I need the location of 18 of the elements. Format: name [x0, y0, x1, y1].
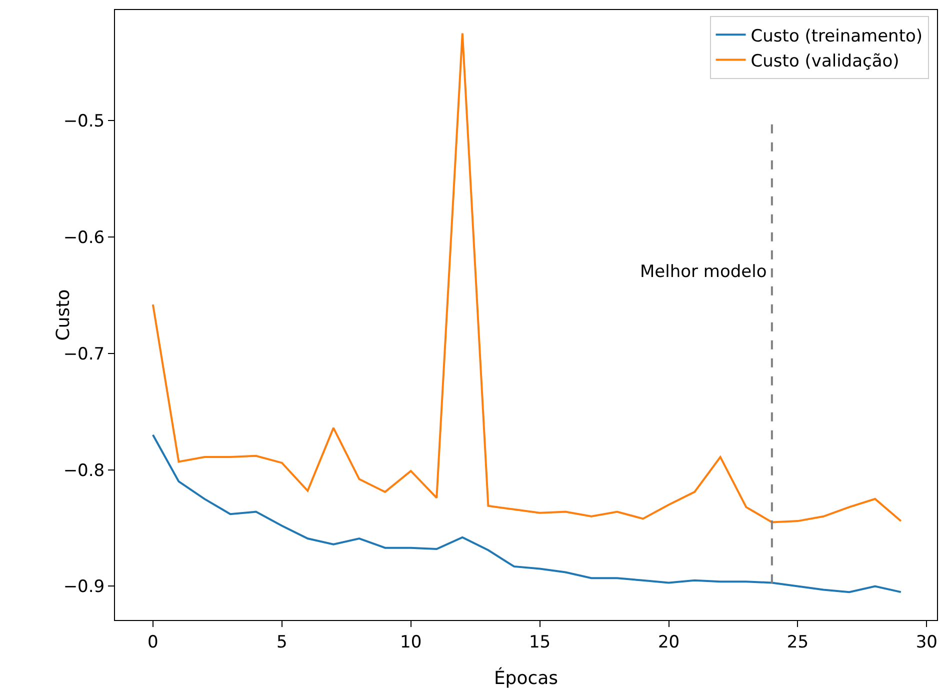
- y-tick-label: −0.6: [63, 228, 105, 248]
- y-tick-label: −0.7: [63, 344, 105, 364]
- legend-label: Custo (validação): [750, 51, 900, 72]
- x-tick-label: 20: [658, 632, 680, 652]
- x-axis-title: Épocas: [494, 667, 558, 689]
- line-series: [152, 434, 902, 594]
- y-axis-title: Custo: [53, 289, 74, 341]
- x-tick-label: 5: [276, 632, 288, 652]
- y-tick-label: −0.5: [63, 112, 105, 132]
- y-tick-label: −0.9: [63, 577, 105, 598]
- x-tick-label: 10: [400, 632, 422, 652]
- x-tick-label: 25: [786, 632, 809, 652]
- legend-label: Custo (treinamento): [750, 26, 923, 46]
- x-tick-label: 30: [916, 632, 938, 652]
- y-tick-label: −0.8: [63, 460, 105, 481]
- x-tick-label: 15: [528, 632, 551, 652]
- x-tick-label: 0: [147, 632, 158, 652]
- ref-line-label: Melhor modelo: [640, 262, 767, 282]
